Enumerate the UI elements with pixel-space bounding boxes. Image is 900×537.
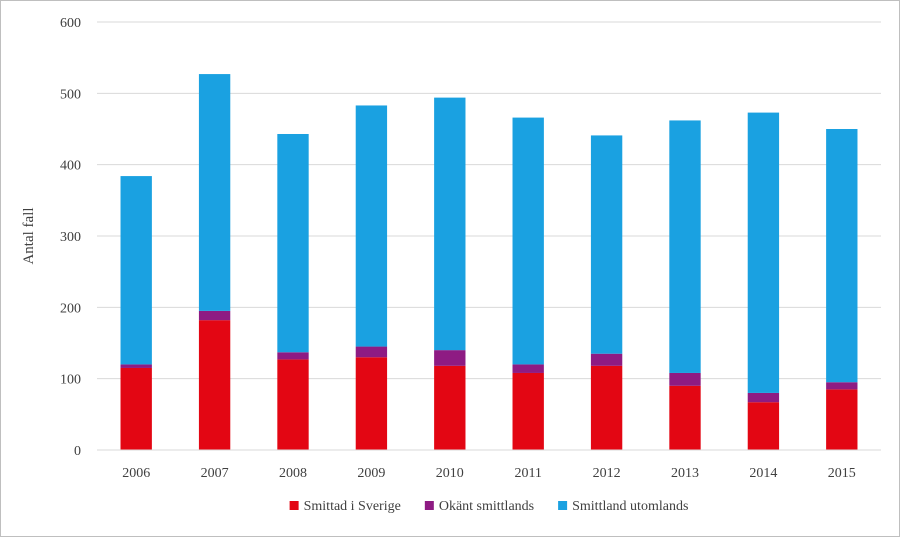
bar-segment (277, 359, 309, 450)
x-tick-label: 2006 (122, 466, 150, 481)
bar-segment (434, 350, 466, 366)
bar-segment (590, 365, 623, 450)
legend-swatch (289, 501, 299, 510)
bar-segment (590, 135, 623, 354)
y-tick-label: 100 (60, 373, 81, 388)
bar-segment (434, 365, 466, 450)
bar-segment (120, 367, 152, 450)
bar-segment (747, 402, 780, 450)
x-tick-label: 2011 (514, 466, 541, 481)
legend-swatch (558, 501, 568, 510)
bar-segment (669, 120, 701, 373)
bar-segment (826, 382, 858, 390)
legend-item: Okänt smittlands (424, 499, 534, 514)
bar-segment (669, 385, 701, 450)
bar-segment (434, 97, 466, 351)
bar-segment (120, 364, 152, 368)
bar-segment (355, 105, 388, 347)
y-tick-label: 0 (74, 444, 81, 459)
bar-segment (198, 310, 231, 321)
bar-segment (198, 320, 231, 450)
bar-segment (277, 352, 309, 360)
bar-segment (512, 372, 544, 450)
y-tick-label: 600 (60, 16, 81, 31)
y-axis-title: Antal fall (21, 207, 37, 264)
bar-segment (826, 389, 858, 450)
x-tick-label: 2015 (828, 466, 856, 481)
x-tick-label: 2009 (357, 466, 385, 481)
bar-segment (277, 133, 309, 353)
bar-segment (747, 392, 780, 403)
x-tick-label: 2013 (671, 466, 699, 481)
x-tick-label: 2007 (201, 466, 229, 481)
y-axis-ticks: 0 100 200 300 400 500 600 (60, 16, 81, 459)
y-tick-label: 200 (60, 301, 81, 316)
bar-segment (590, 353, 623, 366)
bar-segment (355, 357, 388, 450)
bars (120, 74, 858, 450)
legend-swatch (424, 501, 434, 510)
bar-segment (355, 346, 388, 358)
bar-segment (120, 176, 152, 365)
bar-segment (826, 129, 858, 383)
bar-segment (512, 364, 544, 373)
x-tick-label: 2008 (279, 466, 307, 481)
x-tick-label: 2010 (436, 466, 464, 481)
legend-item: Smittland utomlands (558, 499, 688, 514)
legend-item: Smittad i Sverige (289, 499, 401, 514)
y-tick-label: 500 (60, 87, 81, 102)
legend-label: Okänt smittlands (439, 499, 534, 514)
bar-segment (747, 112, 780, 393)
legend: Smittad i Sverige Okänt smittlands Smittla… (289, 499, 688, 514)
bar-segment (198, 74, 231, 311)
x-tick-label: 2012 (593, 466, 621, 481)
bar-segment (669, 372, 701, 386)
y-tick-label: 400 (60, 159, 81, 174)
x-tick-label: 2014 (749, 466, 777, 481)
x-axis-ticks: 2006 2007 2008 2009 2010 2011 2012 2013 2014 2015 (122, 466, 856, 481)
bar-segment (512, 117, 544, 365)
legend-label: Smittland utomlands (572, 499, 688, 514)
legend-label: Smittad i Sverige (304, 499, 401, 514)
y-tick-label: 300 (60, 230, 81, 245)
